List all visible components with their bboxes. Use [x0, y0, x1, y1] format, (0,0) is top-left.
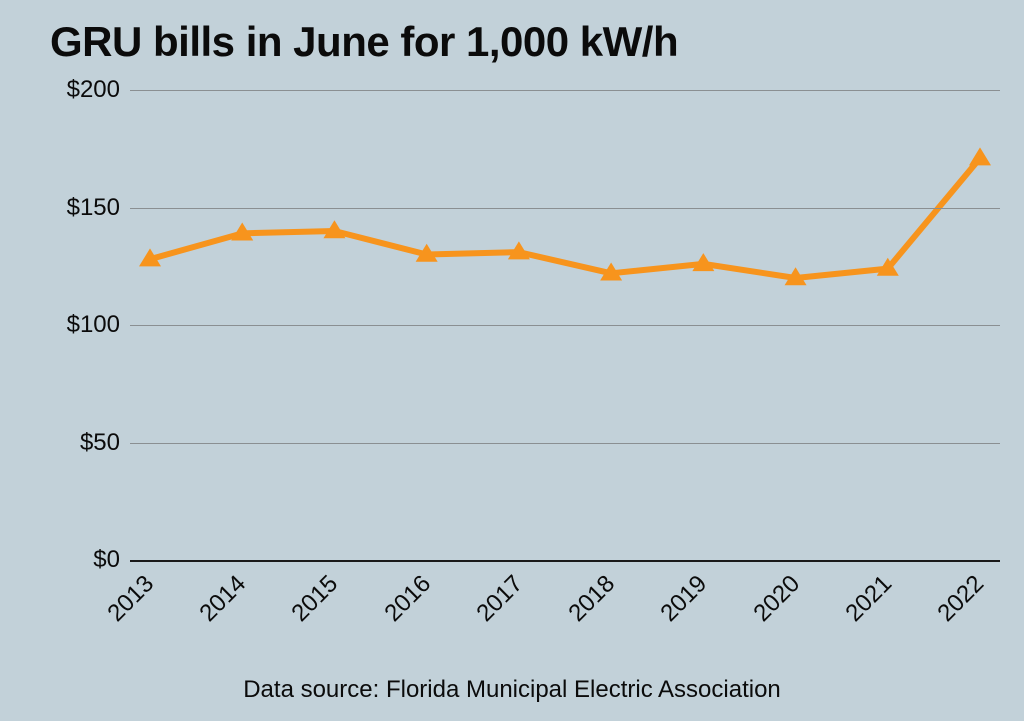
y-axis-label: $0	[40, 546, 120, 574]
gridline	[130, 325, 1000, 326]
chart-title: GRU bills in June for 1,000 kW/h	[50, 18, 678, 66]
plot-area	[130, 90, 1000, 560]
y-axis-label: $200	[40, 76, 120, 104]
x-axis-label: 2014	[162, 570, 253, 661]
line-series	[150, 158, 980, 278]
x-axis-label: 2020	[715, 570, 806, 661]
data-source-label: Data source: Florida Municipal Electric …	[0, 676, 1024, 704]
y-axis-label: $50	[40, 429, 120, 457]
x-axis-label: 2016	[346, 570, 437, 661]
x-axis-label: 2017	[438, 570, 529, 661]
x-axis-label: 2013	[69, 570, 160, 661]
gridline	[130, 208, 1000, 209]
gridline	[130, 560, 1000, 562]
x-axis-label: 2018	[530, 570, 621, 661]
y-axis-label: $100	[40, 311, 120, 339]
x-axis-label: 2021	[807, 570, 898, 661]
x-axis-label: 2019	[623, 570, 714, 661]
chart-page: GRU bills in June for 1,000 kW/h Data so…	[0, 0, 1024, 721]
gridline	[130, 90, 1000, 91]
x-axis-label: 2022	[899, 570, 990, 661]
x-axis-label: 2015	[254, 570, 345, 661]
data-marker	[969, 147, 991, 165]
y-axis-label: $150	[40, 194, 120, 222]
gridline	[130, 443, 1000, 444]
